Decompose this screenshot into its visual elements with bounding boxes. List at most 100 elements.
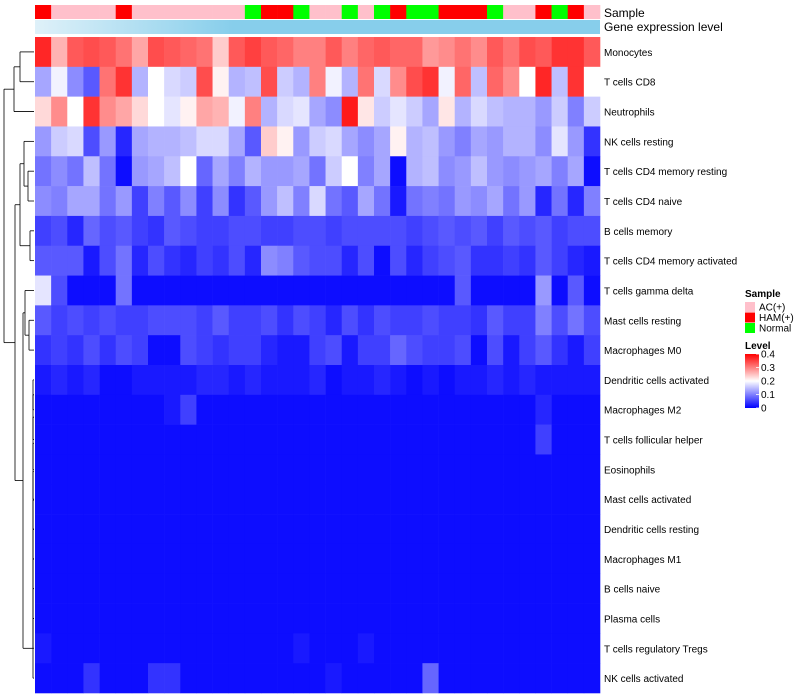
heatmap-cell [228, 394, 246, 425]
heatmap-cell [228, 603, 246, 634]
heatmap-cell [583, 663, 601, 694]
heatmap-cell [83, 305, 100, 336]
heatmap-cell [261, 215, 278, 247]
row-label: Mast cells resting [604, 316, 681, 327]
heatmap-cell [406, 305, 423, 336]
row-label: Mast cells activated [604, 495, 691, 506]
heatmap-cell [390, 245, 407, 276]
sample-annotation-cell [164, 5, 181, 19]
heatmap-cell [551, 186, 569, 217]
heatmap-cell [503, 275, 520, 306]
heatmap-cell [261, 394, 278, 425]
heatmap-cell [51, 603, 68, 634]
heatmap-cell [341, 663, 359, 694]
heatmap-cell [487, 96, 504, 127]
legend-sample-title: Sample [745, 289, 781, 300]
heatmap-cell [551, 603, 569, 634]
heatmap-cell [551, 573, 569, 604]
heatmap-cell [261, 573, 278, 604]
heatmap-cell [503, 245, 520, 276]
heatmap-cell [470, 424, 488, 455]
heatmap-cell [67, 484, 84, 515]
heatmap-cell [583, 126, 601, 157]
row-label: T cells CD4 memory resting [604, 167, 727, 178]
heatmap-cell [164, 543, 181, 575]
legend-sample-swatch [745, 302, 755, 312]
heatmap-cell [357, 365, 375, 396]
heatmap-cell [212, 335, 230, 366]
heatmap-cell [422, 96, 439, 127]
heatmap-cell [99, 305, 117, 336]
heatmap-cell [261, 275, 278, 306]
heatmap-cell [519, 603, 536, 634]
gene-expression-label: Gene expression level [604, 20, 723, 34]
heatmap-cell [115, 424, 133, 455]
heatmap-cell [293, 663, 310, 694]
heatmap-cell [99, 424, 117, 455]
heatmap-cell [503, 454, 520, 485]
heatmap-cell [148, 454, 165, 485]
heatmap-cell [131, 126, 149, 157]
heatmap-cell [325, 514, 343, 545]
heatmap-cell [422, 394, 439, 425]
heatmap-cell [148, 424, 165, 455]
row-label: Dendritic cells activated [604, 376, 709, 387]
heatmap-cell [293, 633, 310, 664]
heatmap-cell [567, 335, 585, 366]
heatmap-cell [519, 37, 536, 68]
heatmap-cell [196, 394, 213, 425]
heatmap-cell [390, 573, 407, 604]
heatmap-cell [357, 215, 375, 247]
heatmap-cell [131, 603, 149, 634]
heatmap-cell [454, 215, 472, 247]
heatmap-cell [244, 305, 262, 336]
heatmap-cell [438, 365, 456, 396]
heatmap-cell [164, 484, 181, 515]
heatmap-cell [390, 305, 407, 336]
heatmap-cell [390, 66, 407, 97]
sample-annotation-cell [228, 5, 246, 19]
heatmap-cell [583, 514, 601, 545]
heatmap-cell [99, 126, 117, 157]
heatmap-cell [325, 543, 343, 575]
heatmap-cell [454, 335, 472, 366]
heatmap-cell [325, 126, 343, 157]
heatmap-cell [180, 126, 197, 157]
heatmap-cell [390, 454, 407, 485]
heatmap-cell [535, 365, 552, 396]
heatmap-cell [228, 543, 246, 575]
heatmap-cell [422, 335, 439, 366]
heatmap-cell [67, 37, 84, 68]
heatmap-cell [164, 365, 181, 396]
heatmap-cell [535, 275, 552, 306]
heatmap-cell [470, 156, 488, 187]
heatmap-cell [244, 514, 262, 545]
heatmap-cell [164, 394, 181, 425]
heatmap-cell [115, 633, 133, 664]
heatmap-cell [309, 186, 326, 217]
heatmap-cell [454, 573, 472, 604]
row-label: Neutrophils [604, 108, 655, 119]
heatmap-cell [325, 186, 343, 217]
heatmap-cell [277, 37, 294, 68]
heatmap-cell [438, 66, 456, 97]
heatmap-cell [51, 365, 68, 396]
heatmap-cell [357, 66, 375, 97]
heatmap-cell [277, 275, 294, 306]
heatmap-cell [357, 186, 375, 217]
heatmap-cell [422, 424, 439, 455]
heatmap-cell [487, 543, 504, 575]
heatmap-cell [487, 335, 504, 366]
heatmap-cell [261, 156, 278, 187]
heatmap-cell [583, 424, 601, 455]
heatmap-cell [164, 663, 181, 694]
heatmap-cell [293, 275, 310, 306]
heatmap-cell [99, 543, 117, 575]
heatmap-cell [583, 394, 601, 425]
heatmap-cell [83, 543, 100, 575]
heatmap-cell [567, 37, 585, 68]
legend-level-tick-label: 0 [761, 404, 767, 415]
heatmap-cell [293, 514, 310, 545]
heatmap-cell [503, 514, 520, 545]
heatmap-cell [454, 156, 472, 187]
